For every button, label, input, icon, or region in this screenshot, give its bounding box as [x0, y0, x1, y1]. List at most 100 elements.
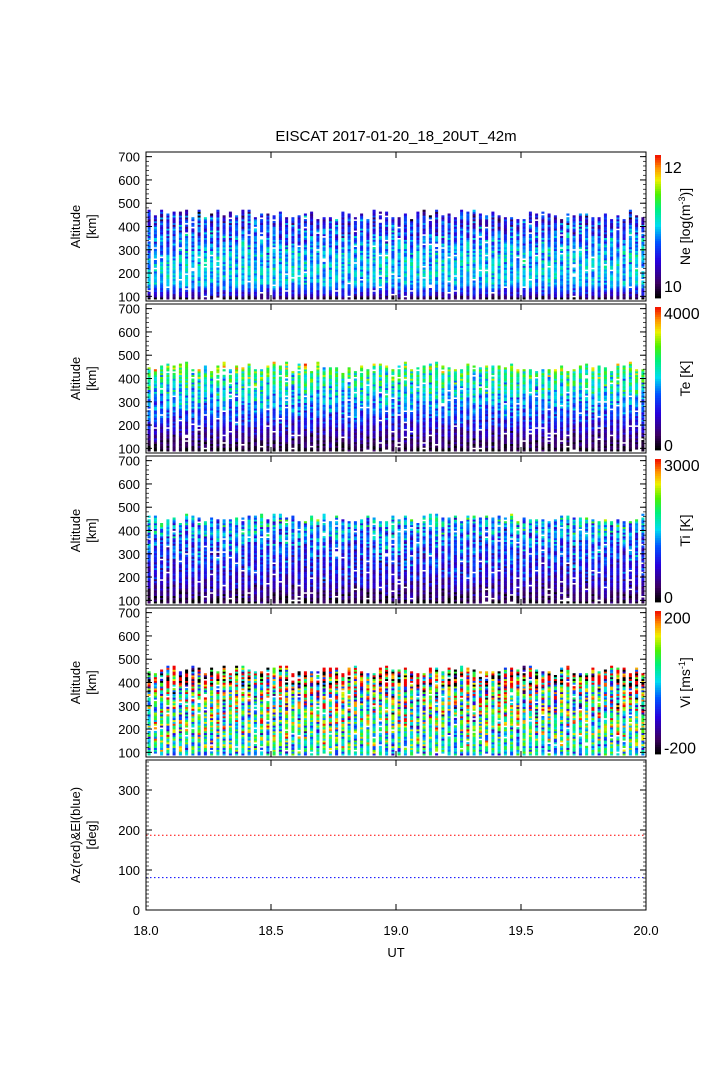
- heatmap-cell: [629, 297, 632, 299]
- heatmap-cell: [254, 292, 257, 294]
- heatmap-cell: [248, 232, 251, 234]
- heatmap-cell: [173, 429, 176, 431]
- heatmap-cell: [504, 288, 507, 290]
- heatmap-cell: [166, 405, 169, 407]
- heatmap-cell: [573, 294, 576, 296]
- heatmap-cell: [210, 277, 213, 279]
- heatmap-cell: [260, 264, 263, 266]
- heatmap-cell: [473, 232, 476, 234]
- heatmap-cell: [329, 288, 332, 290]
- heatmap-cell: [223, 215, 226, 217]
- colorbar-segment: [655, 181, 661, 184]
- heatmap-cell: [566, 223, 569, 225]
- heatmap-cell: [329, 438, 332, 440]
- heatmap-cell: [566, 236, 569, 238]
- heatmap-cell: [560, 277, 563, 279]
- heatmap-cell: [254, 425, 257, 427]
- heatmap-cell: [229, 223, 232, 225]
- heatmap-cell: [298, 366, 301, 368]
- heatmap-cell: [610, 258, 613, 260]
- heatmap-cell: [466, 256, 469, 258]
- heatmap-cell: [160, 405, 163, 407]
- heatmap-cell: [629, 262, 632, 264]
- heatmap-cell: [629, 212, 632, 214]
- heatmap-cell: [248, 388, 251, 390]
- heatmap-cell: [504, 271, 507, 273]
- heatmap-cell: [323, 434, 326, 436]
- heatmap-cell: [273, 379, 276, 381]
- heatmap-cell: [229, 423, 232, 425]
- heatmap-cell: [560, 282, 563, 284]
- heatmap-cell: [166, 379, 169, 381]
- heatmap-cell: [354, 277, 357, 279]
- heatmap-cell: [216, 401, 219, 403]
- heatmap-cell: [266, 228, 269, 230]
- heatmap-cell: [154, 429, 157, 431]
- heatmap-cell: [223, 390, 226, 392]
- heatmap-cell: [173, 258, 176, 260]
- heatmap-cell: [204, 282, 207, 284]
- heatmap-cell: [435, 210, 438, 212]
- heatmap-cell: [491, 262, 494, 264]
- heatmap-cell: [160, 236, 163, 238]
- heatmap-cell: [316, 234, 319, 236]
- heatmap-cell: [154, 388, 157, 390]
- heatmap-cell: [491, 228, 494, 230]
- heatmap-cell: [316, 384, 319, 386]
- heatmap-cell: [416, 232, 419, 234]
- heatmap-cell: [204, 281, 207, 283]
- heatmap-cell: [191, 228, 194, 230]
- heatmap-cell: [541, 297, 544, 299]
- heatmap-cell: [635, 247, 638, 249]
- y-tick-label: 500: [118, 196, 140, 211]
- heatmap-cell: [173, 214, 176, 216]
- heatmap-cell: [335, 268, 338, 270]
- heatmap-cell: [304, 420, 307, 422]
- heatmap-cell: [285, 268, 288, 270]
- heatmap-cell: [216, 425, 219, 427]
- heatmap-cell: [360, 236, 363, 238]
- heatmap-cell: [610, 227, 613, 229]
- heatmap-cell: [391, 228, 394, 230]
- heatmap-cell: [410, 288, 413, 290]
- heatmap-cell: [254, 228, 257, 230]
- heatmap-cell: [560, 254, 563, 256]
- heatmap-cell: [304, 256, 307, 258]
- heatmap-cell: [191, 369, 194, 371]
- heatmap-cell: [373, 281, 376, 283]
- heatmap-cell: [291, 410, 294, 412]
- heatmap-cell: [454, 256, 457, 258]
- heatmap-cell: [554, 238, 557, 240]
- heatmap-cell: [185, 234, 188, 236]
- heatmap-cell: [204, 375, 207, 377]
- heatmap-cell: [454, 292, 457, 294]
- heatmap-cell: [548, 282, 551, 284]
- heatmap-cell: [160, 258, 163, 260]
- heatmap-cell: [241, 369, 244, 371]
- heatmap-cell: [173, 247, 176, 249]
- heatmap-cell: [298, 277, 301, 279]
- heatmap-cell: [354, 253, 357, 255]
- heatmap-cell: [560, 281, 563, 283]
- heatmap-cell: [223, 228, 226, 230]
- heatmap-cell: [635, 271, 638, 273]
- heatmap-cell: [198, 416, 201, 418]
- heatmap-cell: [498, 258, 501, 260]
- heatmap-cell: [254, 440, 257, 442]
- heatmap-cell: [310, 223, 313, 225]
- heatmap-cell: [435, 286, 438, 288]
- heatmap-cell: [241, 384, 244, 386]
- heatmap-cell: [504, 262, 507, 264]
- heatmap-cell: [179, 227, 182, 229]
- heatmap-cell: [641, 297, 644, 299]
- heatmap-cell: [404, 268, 407, 270]
- heatmap-cell: [366, 268, 369, 270]
- heatmap-cell: [298, 238, 301, 240]
- heatmap-cell: [498, 219, 501, 221]
- heatmap-cell: [248, 444, 251, 446]
- heatmap-cell: [510, 282, 513, 284]
- heatmap-cell: [148, 399, 151, 401]
- heatmap-cell: [273, 227, 276, 229]
- heatmap-cell: [173, 405, 176, 407]
- heatmap-cell: [154, 414, 157, 416]
